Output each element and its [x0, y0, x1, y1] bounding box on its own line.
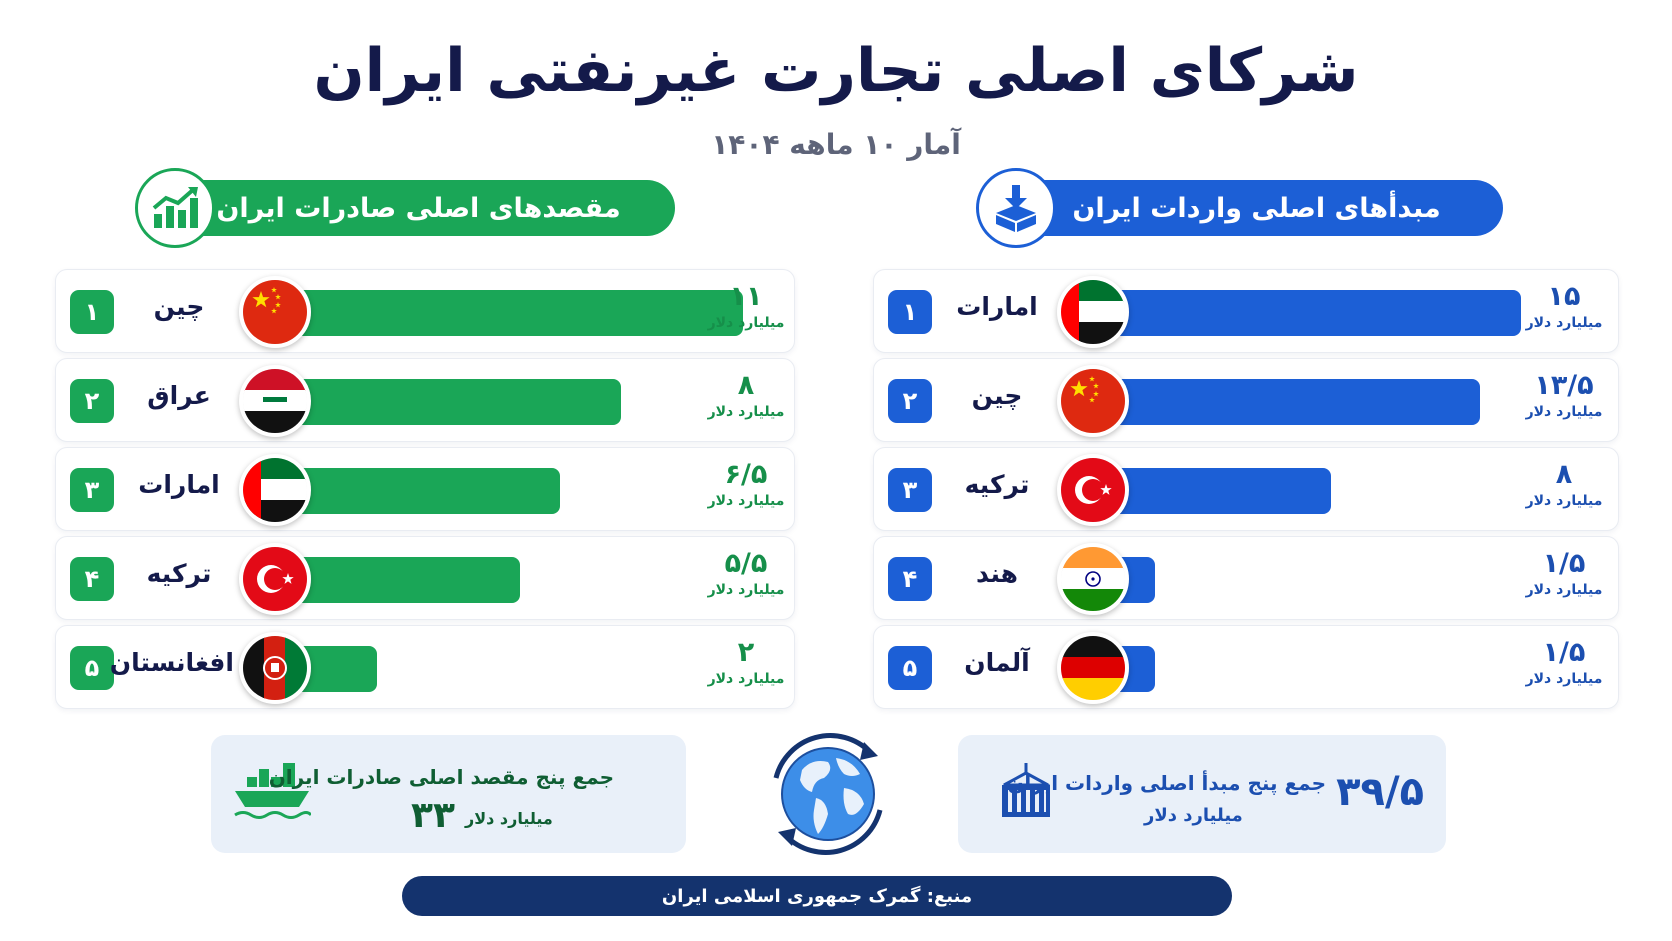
- afghanistan-flag: [239, 632, 311, 704]
- value-label: ۲ میلیارد دلار: [696, 636, 796, 688]
- value-label: ۱/۵ میلیارد دلار: [1514, 636, 1614, 688]
- value-label: ۱۵ میلیارد دلار: [1514, 280, 1614, 332]
- uae-flag: [239, 454, 311, 526]
- value-label: ۱۳/۵ میلیارد دلار: [1514, 369, 1614, 421]
- rank-badge: ۳: [70, 468, 114, 512]
- rank-badge: ۴: [888, 557, 932, 601]
- germany-flag: [1057, 632, 1129, 704]
- rank-badge: ۴: [70, 557, 114, 601]
- box-download-icon: [976, 168, 1056, 248]
- uae-flag: [1057, 276, 1129, 348]
- imports-total-box: جمع پنج مبدأ اصلی واردات ایران میلیارد د…: [958, 735, 1446, 853]
- value-unit: میلیارد دلار: [1525, 404, 1603, 420]
- rank-badge: ۵: [70, 646, 114, 690]
- country-label: هند: [976, 559, 1018, 588]
- bar: [296, 468, 560, 514]
- value-number: ۸: [737, 370, 755, 401]
- value-unit: میلیارد دلار: [1525, 493, 1603, 509]
- country-label: امارات: [956, 292, 1038, 321]
- iraq-flag: [239, 365, 311, 437]
- cargo-ship-icon: [233, 763, 313, 827]
- value-number: ۸: [1555, 459, 1573, 490]
- page-title: شرکای اصلی تجارت غیرنفتی ایران: [313, 36, 1359, 106]
- rank-badge: ۲: [888, 379, 932, 423]
- bar: [1114, 379, 1480, 425]
- rank-badge: ۲: [70, 379, 114, 423]
- bar-row: ۵ افغانستان ۲ میلیارد دلار: [55, 625, 795, 709]
- country-label: ترکیه: [964, 470, 1030, 499]
- value-unit: میلیارد دلار: [1525, 671, 1603, 687]
- country-label: امارات: [138, 470, 220, 499]
- bar-row: ۲ چین ۱۳/۵ میلیارد دلار: [873, 358, 1619, 442]
- value-unit: میلیارد دلار: [707, 582, 785, 598]
- bar-row: ۱ امارات ۱۵ میلیارد دلار: [873, 269, 1619, 353]
- value-unit: میلیارد دلار: [1525, 315, 1603, 331]
- value-label: ۶/۵ میلیارد دلار: [696, 458, 796, 510]
- value-unit: میلیارد دلار: [707, 671, 785, 687]
- value-label: ۸ میلیارد دلار: [696, 369, 796, 421]
- exports-total-box: جمع پنج مقصد اصلی صادرات ایران ۳۳ میلیار…: [211, 735, 686, 853]
- turkey-flag: [1057, 454, 1129, 526]
- bar: [296, 379, 621, 425]
- exports-header: مقصدهای اصلی صادرات ایران: [162, 180, 675, 236]
- country-label: ترکیه: [146, 559, 212, 588]
- chart-up-icon: [135, 168, 215, 248]
- container-icon: [998, 763, 1054, 825]
- imports-header: مبدأهای اصلی واردات ایران: [1010, 180, 1503, 236]
- value-unit: میلیارد دلار: [707, 315, 785, 331]
- rank-badge: ۱: [70, 290, 114, 334]
- source-bar: منبع: گمرک جمهوری اسلامی ایران: [402, 876, 1232, 916]
- country-label: چین: [971, 381, 1023, 410]
- value-label: ۵/۵ میلیارد دلار: [696, 547, 796, 599]
- bar: [296, 290, 743, 336]
- rank-badge: ۳: [888, 468, 932, 512]
- bar-row: ۳ امارات ۶/۵ میلیارد دلار: [55, 447, 795, 531]
- value-number: ۵/۵: [724, 548, 768, 579]
- country-label: افغانستان: [109, 648, 234, 677]
- country-label: عراق: [147, 381, 211, 410]
- value-label: ۸ میلیارد دلار: [1514, 458, 1614, 510]
- value-label: ۱۱ میلیارد دلار: [696, 280, 796, 332]
- globe-icon: [752, 718, 904, 870]
- bar-row: ۵ آلمان ۱/۵ میلیارد دلار: [873, 625, 1619, 709]
- value-number: ۱۱: [729, 281, 763, 312]
- page-subtitle: آمار ۱۰ ماهه ۱۴۰۴: [711, 128, 961, 161]
- bar: [1114, 290, 1521, 336]
- india-flag: [1057, 543, 1129, 615]
- value-unit: میلیارد دلار: [707, 493, 785, 509]
- china-flag: [239, 276, 311, 348]
- imports-total-label: جمع پنج مبدأ اصلی واردات ایران: [1007, 771, 1326, 795]
- bar-row: ۱ چین ۱۱ میلیارد دلار: [55, 269, 795, 353]
- bar-row: ۴ هند ۱/۵ میلیارد دلار: [873, 536, 1619, 620]
- exports-total-unit: میلیارد دلار: [465, 809, 553, 828]
- rank-badge: ۵: [888, 646, 932, 690]
- china-flag: [1057, 365, 1129, 437]
- bar: [296, 557, 520, 603]
- value-unit: میلیارد دلار: [707, 404, 785, 420]
- country-label: آلمان: [964, 648, 1030, 677]
- value-label: ۱/۵ میلیارد دلار: [1514, 547, 1614, 599]
- bar-row: ۴ ترکیه ۵/۵ میلیارد دلار: [55, 536, 795, 620]
- exports-total-label: جمع پنج مقصد اصلی صادرات ایران: [268, 765, 614, 789]
- imports-total-unit: میلیارد دلار: [1144, 805, 1243, 826]
- exports-total-value: ۳۳: [411, 795, 455, 836]
- value-unit: میلیارد دلار: [1525, 582, 1603, 598]
- value-number: ۲: [737, 637, 755, 668]
- turkey-flag: [239, 543, 311, 615]
- rank-badge: ۱: [888, 290, 932, 334]
- bar-row: ۳ ترکیه ۸ میلیارد دلار: [873, 447, 1619, 531]
- value-number: ۱۳/۵: [1534, 370, 1594, 401]
- bar-row: ۲ عراق ۸ میلیارد دلار: [55, 358, 795, 442]
- imports-total-value: ۳۹/۵: [1336, 769, 1424, 815]
- value-number: ۱/۵: [1542, 637, 1586, 668]
- bar: [1114, 468, 1331, 514]
- country-label: چین: [153, 292, 205, 321]
- value-number: ۱/۵: [1542, 548, 1586, 579]
- value-number: ۱۵: [1547, 281, 1581, 312]
- value-number: ۶/۵: [724, 459, 768, 490]
